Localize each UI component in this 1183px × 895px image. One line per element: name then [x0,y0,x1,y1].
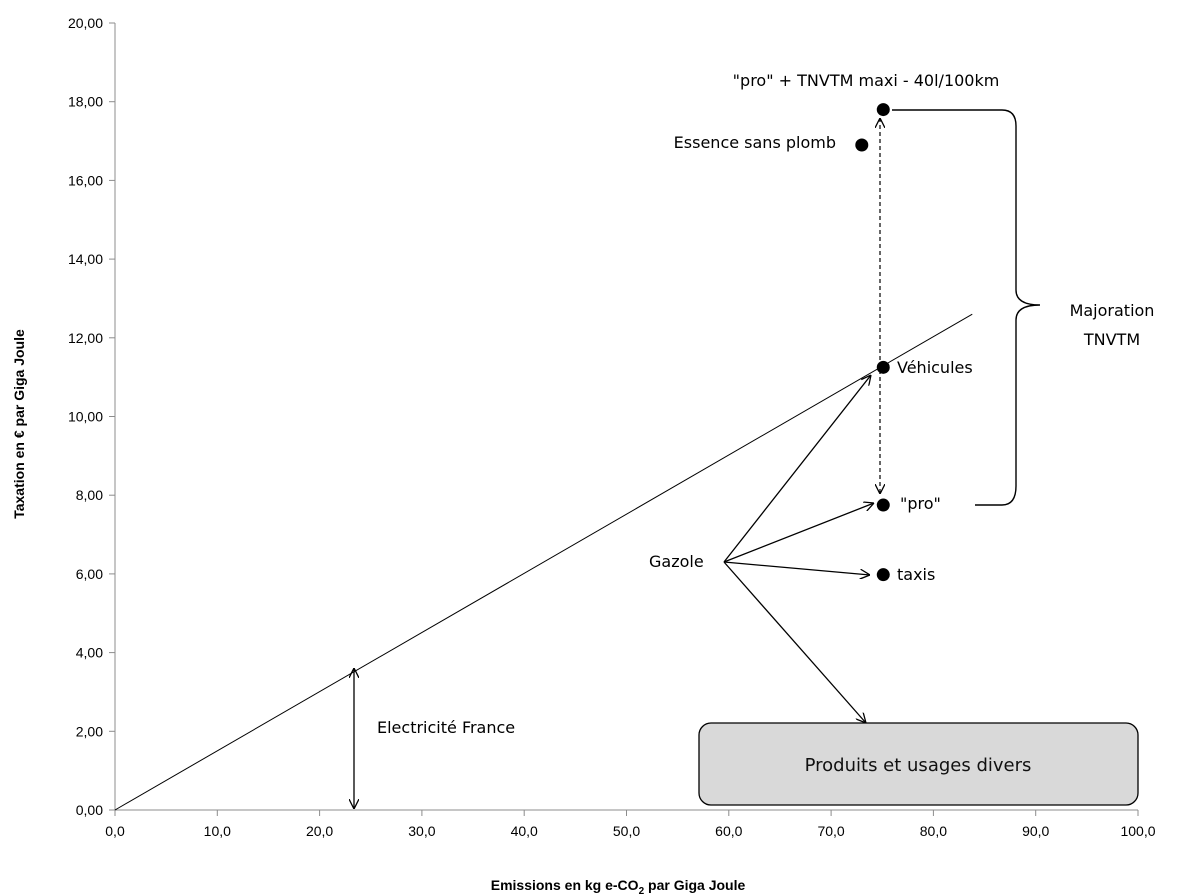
data-points [855,103,890,582]
x-axis-title: Emissions en kg e-CO2 par Giga Joule [491,877,746,895]
x-tick-label: 100,0 [1120,823,1155,839]
y-tick-label: 14,00 [68,251,103,267]
gazole-arrow-divers [723,561,866,723]
y-axis-title: Taxation en € par Giga Joule [11,329,27,519]
gazole-arrow-pro [723,503,874,563]
x-tick-label: 70,0 [817,823,844,839]
point-label-vehicules: Véhicules [897,358,973,377]
reference-line [114,313,973,811]
gazole-arrows [723,375,874,723]
x-tick-label: 80,0 [920,823,947,839]
data-point [876,568,890,582]
point-label-pro-tnvtm: "pro" + TNVTM maxi - 40l/100km [733,71,1000,90]
x-tick-labels: 0,0 10,0 20,0 30,0 40,0 50,0 60,0 70,0 80,0 90,0 1… [105,823,1155,839]
majoration-label: Majoration [1070,301,1155,320]
y-tick-label: 6,00 [76,566,103,582]
produits-divers-label: Produits et usages divers [805,755,1032,776]
y-tick-label: 10,00 [68,409,103,425]
gazole-arrow-taxis [723,561,870,575]
y-tick-label: 0,00 [76,802,103,818]
y-tick-labels: 0,00 2,00 4,00 6,00 8,00 10,00 12,00 14,00 16,00… [68,15,103,818]
x-axis-title-subscript: 2 [639,886,645,895]
data-point [855,138,869,152]
tnvtm-label: TNVTM [1083,330,1140,349]
y-tick-label: 18,00 [68,94,103,110]
x-axis-title-main: Emissions en kg e-CO [491,877,639,893]
x-tick-label: 40,0 [511,823,538,839]
x-tick-label: 30,0 [408,823,435,839]
point-label-essence: Essence sans plomb [674,133,836,152]
y-tick-label: 12,00 [68,330,103,346]
y-tick-label: 2,00 [76,723,103,739]
data-point [876,103,890,117]
y-tick-label: 16,00 [68,172,103,188]
y-tick-marks [109,22,115,811]
point-label-taxis: taxis [897,565,935,584]
gazole-arrow-vehicules [723,375,871,563]
axes: 0,00 2,00 4,00 6,00 8,00 10,00 12,00 14,00 16,00… [68,15,1156,839]
x-tick-label: 0,0 [105,823,125,839]
x-tick-label: 20,0 [306,823,333,839]
produits-divers-box [698,722,1139,806]
data-point [876,360,890,374]
x-tick-label: 50,0 [613,823,640,839]
x-tick-label: 10,0 [204,823,231,839]
x-tick-label: 90,0 [1022,823,1049,839]
gazole-label: Gazole [649,552,704,571]
electricite-label: Electricité France [377,718,515,737]
y-tick-label: 20,00 [68,15,103,31]
point-label-pro: "pro" [900,494,941,513]
x-tick-label: 60,0 [715,823,742,839]
x-tick-marks [114,810,1139,816]
data-point [876,498,890,512]
y-tick-label: 4,00 [76,645,103,661]
majoration-brace [892,109,1041,506]
y-tick-label: 8,00 [76,487,103,503]
x-axis-title-tail: par Giga Joule [644,877,745,893]
